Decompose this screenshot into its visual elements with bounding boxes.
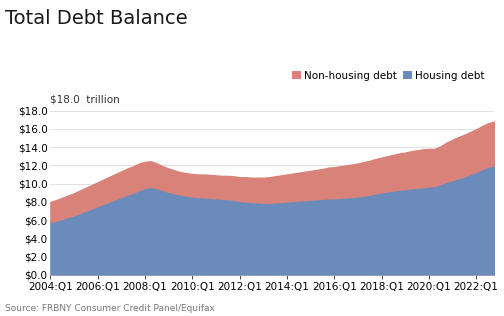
Legend: Non-housing debt, Housing debt: Non-housing debt, Housing debt bbox=[288, 66, 489, 85]
Text: Source: FRBNY Consumer Credit Panel/Equifax: Source: FRBNY Consumer Credit Panel/Equi… bbox=[5, 304, 215, 313]
Text: Total Debt Balance: Total Debt Balance bbox=[5, 9, 187, 28]
Text: $18.0  trillion: $18.0 trillion bbox=[50, 94, 120, 105]
